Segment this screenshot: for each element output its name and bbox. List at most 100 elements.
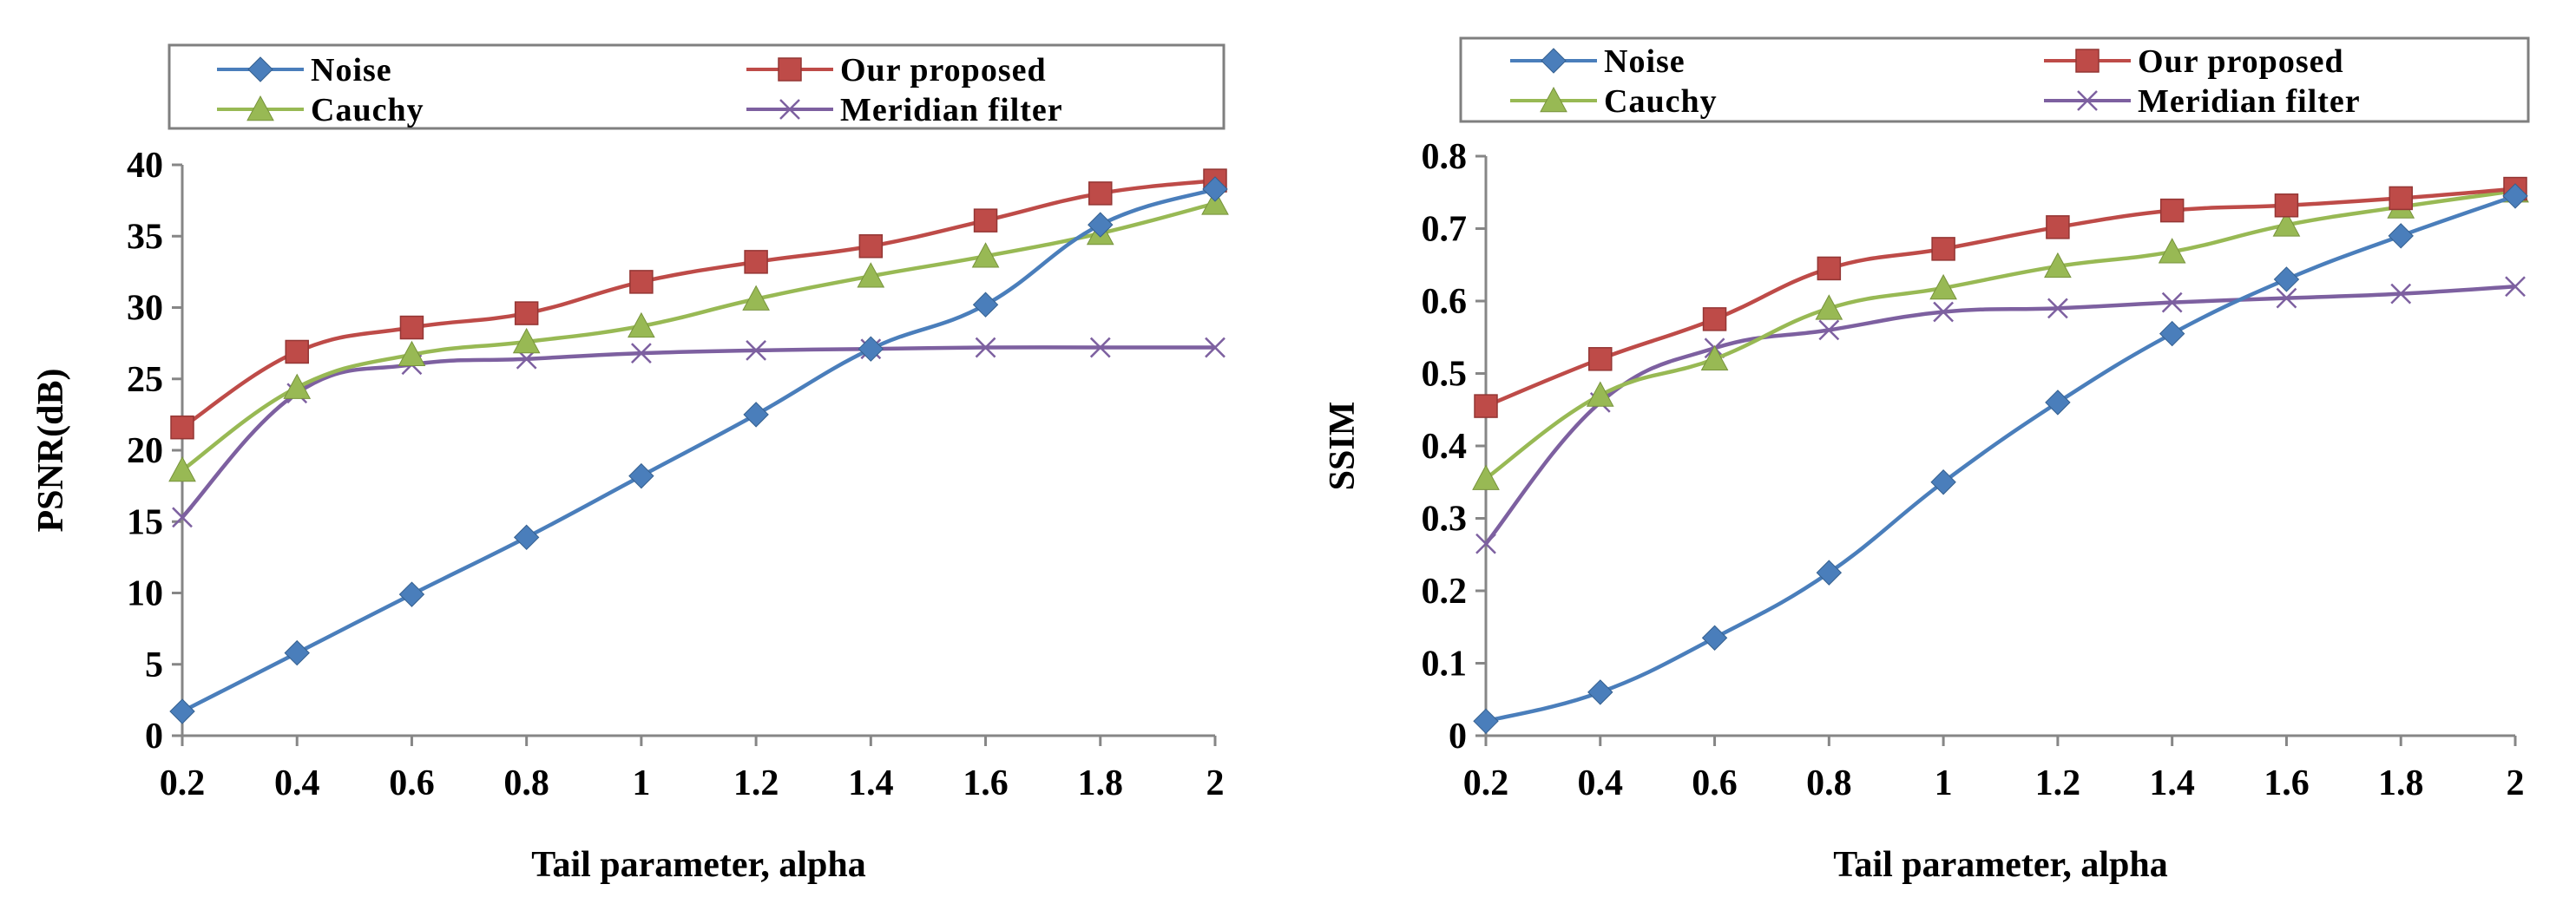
data-point <box>1474 394 1498 418</box>
data-point <box>2044 252 2072 278</box>
marker-stroke <box>746 339 766 361</box>
data-point <box>513 524 540 551</box>
legend: Noise Our proposed Cauchy Meridian filter <box>168 43 1226 130</box>
legend-marker <box>1540 86 1567 113</box>
x-tick-label: 1 <box>1935 763 1953 803</box>
marker-stroke <box>2276 287 2297 309</box>
x-tick-label: 2 <box>1206 763 1225 803</box>
legend-label: Meridian filter <box>2138 83 2361 120</box>
data-point <box>2158 238 2186 264</box>
legend-marker <box>779 99 800 120</box>
data-point <box>1473 708 1499 735</box>
marker-stroke <box>631 343 652 364</box>
marker-stroke <box>1205 337 1226 358</box>
marker-stroke <box>2047 298 2068 319</box>
marker-stroke <box>779 99 800 120</box>
data-point <box>972 291 999 318</box>
data-point <box>1588 347 1613 371</box>
x-tick-label: 0.6 <box>1692 763 1738 803</box>
data-point <box>1586 381 1614 407</box>
marker-stroke <box>2505 276 2526 298</box>
legend-label: Cauchy <box>311 92 424 128</box>
series-meridian-filter <box>172 337 1226 528</box>
legend-item: Cauchy <box>1510 83 1718 120</box>
x-tick-label: 2 <box>2507 763 2525 803</box>
data-point <box>398 340 426 367</box>
data-point <box>1929 273 1957 300</box>
data-point <box>2046 215 2070 239</box>
marker-stroke <box>1818 319 1840 341</box>
data-point <box>2161 291 2183 313</box>
series-cauchy <box>168 189 1229 482</box>
x-tick-label: 0.8 <box>1806 763 1852 803</box>
data-point <box>971 242 1000 268</box>
series-line <box>1484 285 2516 546</box>
marker-stroke <box>975 337 996 358</box>
legend-item: Our proposed <box>2044 43 2343 80</box>
legend-label: Meridian filter <box>840 92 1063 128</box>
marker-stroke <box>172 507 193 528</box>
legend-label: Our proposed <box>840 52 1047 88</box>
marker-stroke <box>1089 337 1111 358</box>
series-noise <box>1473 183 2528 735</box>
x-tick-label: 0.2 <box>160 763 206 803</box>
data-point <box>170 415 194 440</box>
data-point <box>628 311 655 338</box>
series-noise <box>169 176 1228 724</box>
legend-marker <box>247 56 273 82</box>
data-point <box>2274 193 2299 218</box>
data-point <box>1201 189 1229 215</box>
legend-item: Noise <box>217 52 391 88</box>
x-tick-label: 1.8 <box>2378 763 2424 803</box>
series-line <box>181 187 1216 714</box>
data-point <box>1088 212 1114 238</box>
ssim-chart: Noise Our proposed Cauchy Meridian filter 0 0… <box>1323 36 2530 885</box>
y-axis-title: PSNR(dB) <box>31 368 71 532</box>
y-tick-label: 0 <box>145 717 163 757</box>
data-point <box>2272 211 2301 237</box>
y-tick-label: 35 <box>127 217 163 257</box>
data-point <box>2389 186 2413 211</box>
series-line <box>181 345 1215 519</box>
data-point <box>629 270 654 294</box>
marker-stroke <box>2161 291 2183 313</box>
data-point <box>283 373 312 399</box>
legend-label: Cauchy <box>1604 83 1718 120</box>
legend-item: Meridian filter <box>746 92 1063 128</box>
legend-marker <box>2075 49 2100 73</box>
y-tick-label: 10 <box>127 574 163 614</box>
data-point <box>1933 301 1954 323</box>
legend-marker <box>246 95 274 121</box>
data-point <box>514 301 539 325</box>
x-tick-label: 0.6 <box>389 763 435 803</box>
data-point <box>858 336 884 362</box>
data-point <box>1475 533 1496 554</box>
legend-marker <box>2077 90 2098 111</box>
marker-stroke <box>2077 90 2098 111</box>
legend: Noise Our proposed Cauchy Meridian filter <box>1459 36 2530 123</box>
series-line <box>181 178 1216 429</box>
data-point <box>1816 560 1843 586</box>
data-point <box>628 462 654 489</box>
y-tick-label: 15 <box>127 502 163 542</box>
legend-marker <box>1541 48 1567 74</box>
data-point <box>1931 237 1955 261</box>
data-point <box>2159 198 2185 223</box>
data-point <box>1818 319 1840 341</box>
y-tick-label: 25 <box>127 360 163 400</box>
x-tick-label: 1.6 <box>963 763 1009 803</box>
data-point <box>2273 266 2300 292</box>
x-tick-label: 1.6 <box>2264 763 2310 803</box>
data-point <box>398 581 425 607</box>
y-tick-label: 40 <box>127 146 163 186</box>
data-point <box>2388 223 2414 249</box>
data-point <box>399 315 424 340</box>
data-point <box>284 639 310 666</box>
legend-item: Cauchy <box>217 92 424 128</box>
y-tick-label: 0.6 <box>1422 282 1468 322</box>
data-point <box>1205 337 1226 358</box>
data-point <box>743 402 769 428</box>
data-point <box>2390 283 2412 305</box>
y-tick-label: 0.4 <box>1422 427 1468 467</box>
